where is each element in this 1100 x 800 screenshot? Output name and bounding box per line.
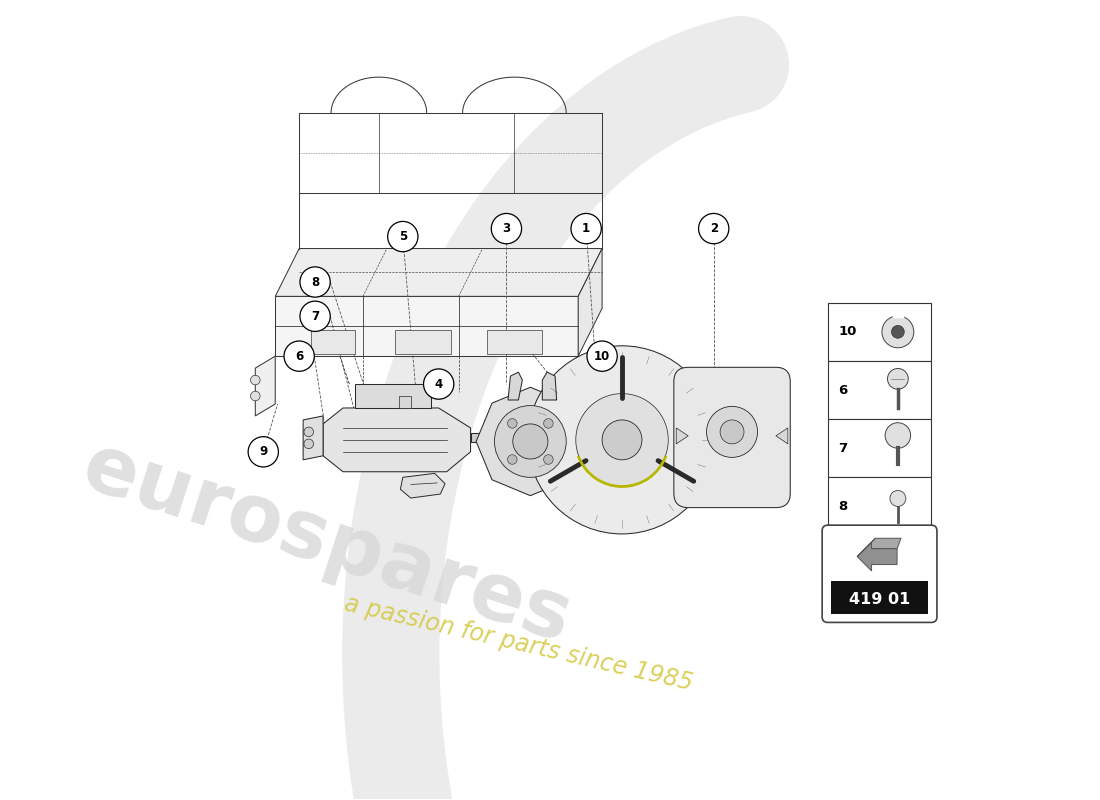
- Text: 9: 9: [260, 446, 267, 458]
- Circle shape: [706, 406, 758, 458]
- Bar: [486, 330, 542, 354]
- Bar: [827, 361, 932, 419]
- FancyBboxPatch shape: [822, 525, 937, 622]
- Circle shape: [424, 369, 454, 399]
- Circle shape: [513, 424, 548, 459]
- Text: 2: 2: [710, 222, 718, 235]
- Circle shape: [251, 391, 260, 401]
- Polygon shape: [255, 356, 275, 416]
- Text: eurospares: eurospares: [73, 428, 582, 659]
- Text: 8: 8: [838, 500, 847, 513]
- Circle shape: [507, 454, 517, 464]
- Circle shape: [492, 214, 521, 244]
- Circle shape: [495, 406, 566, 478]
- Text: 10: 10: [594, 350, 610, 362]
- Polygon shape: [579, 249, 602, 356]
- Polygon shape: [471, 434, 522, 442]
- Polygon shape: [304, 416, 323, 460]
- Circle shape: [575, 394, 669, 486]
- Polygon shape: [275, 296, 579, 356]
- Circle shape: [543, 454, 553, 464]
- Text: 5: 5: [398, 230, 407, 243]
- Circle shape: [284, 341, 315, 371]
- Polygon shape: [579, 356, 598, 416]
- Bar: [827, 302, 932, 361]
- Circle shape: [251, 375, 260, 385]
- Text: 3: 3: [503, 222, 510, 235]
- Circle shape: [890, 490, 905, 506]
- Bar: [830, 581, 928, 614]
- Circle shape: [300, 267, 330, 297]
- Polygon shape: [857, 542, 898, 571]
- Text: 10: 10: [838, 326, 857, 338]
- Polygon shape: [871, 538, 901, 549]
- Polygon shape: [508, 372, 522, 400]
- Text: 6: 6: [838, 383, 847, 397]
- Circle shape: [528, 346, 716, 534]
- Bar: [827, 478, 932, 535]
- Text: 1: 1: [582, 222, 591, 235]
- Text: 419 01: 419 01: [849, 592, 910, 607]
- Bar: [311, 330, 355, 354]
- Circle shape: [387, 222, 418, 252]
- Polygon shape: [400, 474, 446, 498]
- Circle shape: [882, 316, 914, 348]
- Circle shape: [602, 420, 642, 460]
- Bar: [827, 419, 932, 478]
- Polygon shape: [776, 428, 788, 444]
- Polygon shape: [399, 396, 410, 408]
- Circle shape: [507, 418, 517, 428]
- Polygon shape: [476, 387, 584, 496]
- Polygon shape: [275, 249, 602, 296]
- Circle shape: [304, 427, 313, 437]
- Text: a passion for parts since 1985: a passion for parts since 1985: [342, 591, 695, 695]
- Polygon shape: [522, 432, 535, 444]
- Circle shape: [720, 420, 744, 444]
- Polygon shape: [857, 538, 876, 557]
- Circle shape: [587, 341, 617, 371]
- Circle shape: [300, 301, 330, 331]
- Polygon shape: [676, 428, 689, 444]
- Text: 8: 8: [311, 275, 319, 289]
- Text: 7: 7: [838, 442, 847, 454]
- Circle shape: [698, 214, 729, 244]
- Circle shape: [888, 369, 909, 390]
- Circle shape: [571, 214, 602, 244]
- Text: 6: 6: [295, 350, 304, 362]
- Bar: [395, 330, 451, 354]
- Circle shape: [304, 439, 313, 449]
- Circle shape: [891, 326, 904, 338]
- Polygon shape: [355, 384, 431, 408]
- Circle shape: [886, 422, 911, 448]
- Circle shape: [543, 418, 553, 428]
- Text: 4: 4: [434, 378, 443, 390]
- Text: 7: 7: [311, 310, 319, 322]
- Polygon shape: [542, 372, 557, 400]
- FancyBboxPatch shape: [674, 367, 790, 508]
- Polygon shape: [323, 408, 471, 472]
- Circle shape: [249, 437, 278, 467]
